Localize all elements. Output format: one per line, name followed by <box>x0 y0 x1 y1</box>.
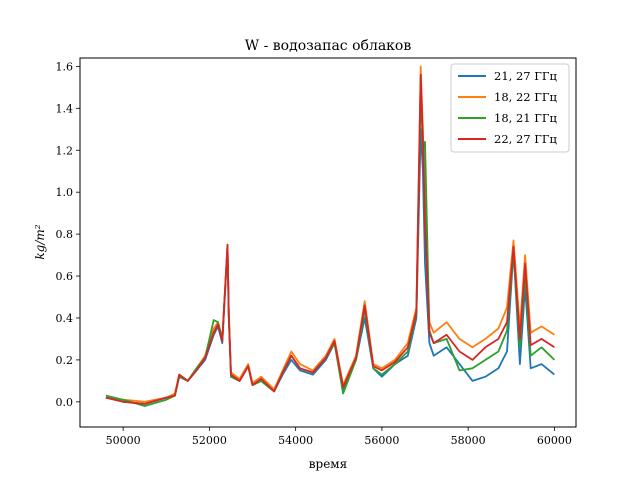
y-tick-label: 0.2 <box>56 354 74 367</box>
legend-label-2: 18, 22 ГГц <box>494 90 557 104</box>
plot-frame <box>79 57 577 428</box>
chart-title: W - водозапас облаков <box>245 38 412 54</box>
y-tick-label: 0.6 <box>56 270 74 283</box>
legend-label-4: 22, 27 ГГц <box>494 132 557 146</box>
y-axis: 0.0 0.2 0.4 0.6 0.8 1.0 1.2 1.4 1.6 <box>56 60 80 409</box>
x-tick-label: 54000 <box>278 434 313 447</box>
x-tick-label: 52000 <box>192 434 227 447</box>
series-line-4 <box>105 73 555 405</box>
x-tick-label: 56000 <box>364 434 399 447</box>
y-tick-label: 0.4 <box>56 312 74 325</box>
x-tick-label: 50000 <box>106 434 141 447</box>
y-tick-label: 1.0 <box>56 186 74 199</box>
y-tick-label: 0.8 <box>56 228 74 241</box>
series-line-1 <box>105 128 555 405</box>
legend-label-1: 21, 27 ГГц <box>494 69 557 83</box>
y-tick-label: 1.4 <box>56 102 74 115</box>
plot-lines <box>105 65 556 407</box>
x-axis: 50000 52000 54000 56000 58000 60000 <box>106 427 572 447</box>
legend-label-3: 18, 21 ГГц <box>494 111 557 125</box>
x-tick-label: 58000 <box>451 434 486 447</box>
x-tick-label: 60000 <box>537 434 572 447</box>
y-tick-label: 0.0 <box>56 396 74 409</box>
legend: 21, 27 ГГц 18, 22 ГГц 18, 21 ГГц 22, 27 ГГц <box>450 63 570 153</box>
legend-box <box>450 63 570 153</box>
y-tick-label: 1.2 <box>56 144 74 157</box>
y-tick-label: 1.6 <box>56 60 74 73</box>
y-axis-label: kg/m² <box>33 224 47 259</box>
x-axis-label: время <box>309 457 347 471</box>
